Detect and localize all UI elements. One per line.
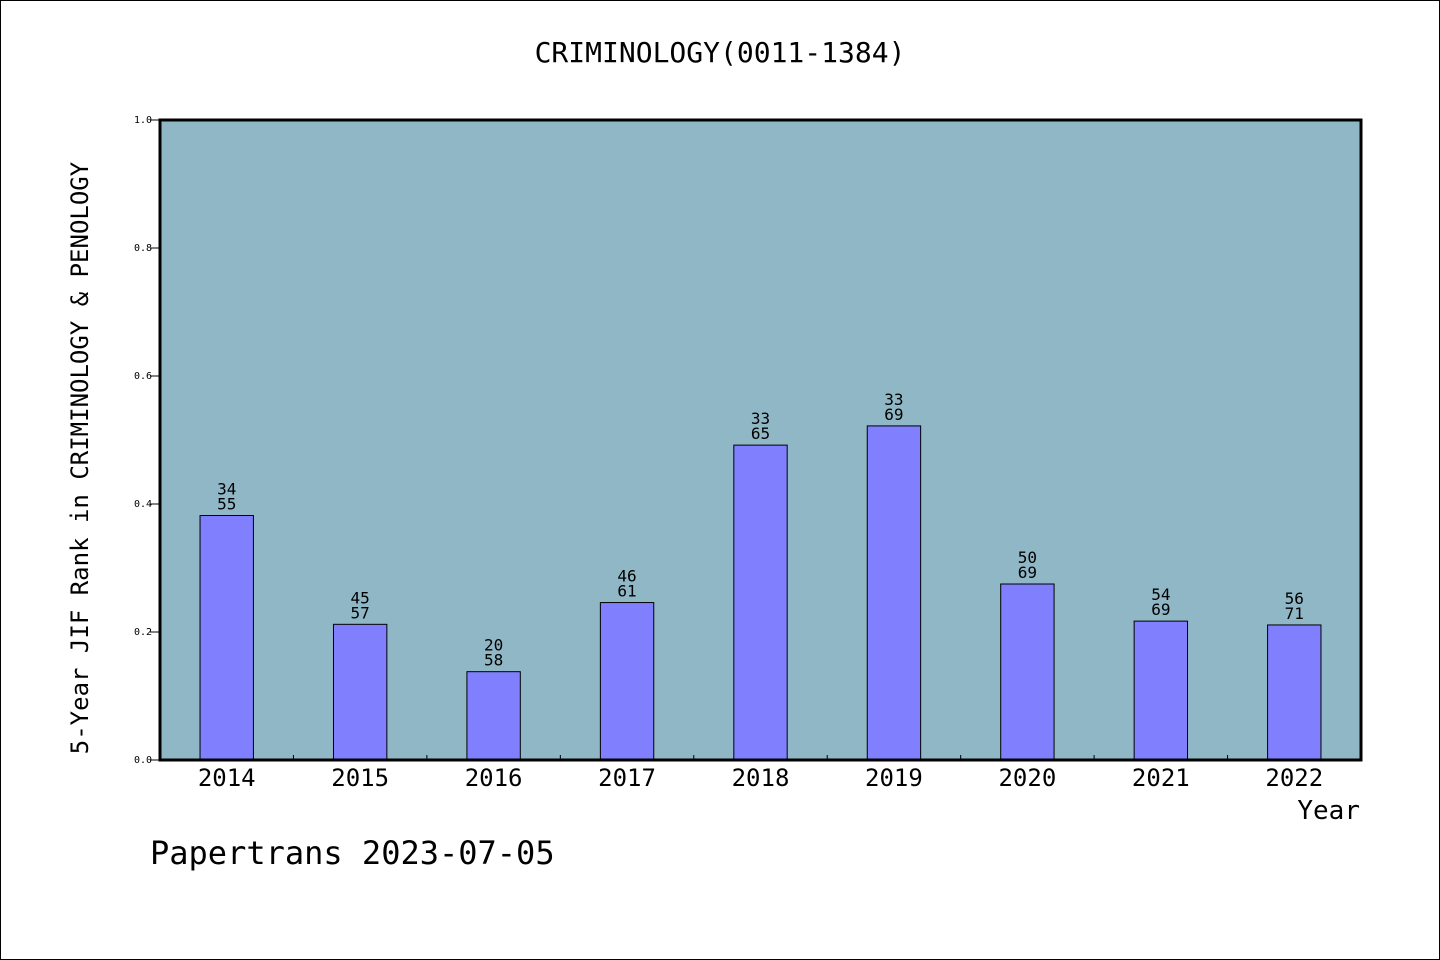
y-tick-label: 0.4: [134, 499, 152, 510]
bar-label-total: 69: [1018, 563, 1037, 582]
y-tick-label: 0.6: [134, 371, 152, 382]
y-tick-label: 1.0: [134, 115, 152, 126]
bar-label-total: 57: [351, 603, 370, 622]
x-tick-label: 2017: [598, 764, 656, 792]
x-tick-label: 2015: [331, 764, 389, 792]
x-axis-label: Year: [1297, 796, 1360, 826]
plot-border: [158, 118, 1363, 762]
chart-title: CRIMINOLOGY(0011-1384): [534, 36, 906, 69]
bar-label-total: 65: [751, 424, 770, 443]
bar-label-rank: 33: [751, 409, 770, 428]
bar: [1133, 620, 1189, 761]
bar: [199, 515, 254, 761]
bar-label-rank: 46: [617, 567, 636, 586]
bar-label-rank: 54: [1151, 585, 1170, 604]
x-tick-label: 2022: [1265, 764, 1323, 792]
bar-label-total: 61: [617, 582, 636, 601]
bar-label-rank: 20: [484, 636, 503, 655]
bar: [332, 623, 388, 761]
bar-label-rank: 50: [1018, 548, 1037, 567]
x-tick-label: 2018: [732, 764, 790, 792]
x-tick-label: 2019: [865, 764, 923, 792]
x-tick-label: 2016: [465, 764, 523, 792]
y-tick-label: 0.8: [134, 243, 152, 254]
y-tick-label: 0.0: [134, 755, 152, 766]
footer-credit: Papertrans 2023-07-05: [150, 834, 555, 872]
x-tick-label: 2020: [998, 764, 1056, 792]
bar-label-rank: 33: [884, 390, 903, 409]
x-tick-label: 2014: [198, 764, 256, 792]
y-tick-label: 0.2: [134, 627, 152, 638]
bar-label-total: 58: [484, 651, 503, 670]
bar: [599, 602, 655, 761]
x-tick-label: 2021: [1132, 764, 1190, 792]
bar-label-rank: 34: [217, 480, 236, 499]
bar-label-rank: 45: [351, 588, 370, 607]
bar: [1000, 583, 1055, 761]
bar: [733, 444, 788, 761]
bar-label-total: 69: [884, 405, 903, 424]
bar-label-rank: 56: [1285, 589, 1304, 608]
bar-label-total: 71: [1285, 604, 1304, 623]
bar-label-total: 69: [1151, 600, 1170, 619]
bar-label-total: 55: [217, 495, 236, 514]
bar: [466, 671, 521, 761]
y-axis-label: 5-Year JIF Rank in CRIMINOLOGY & PENOLOG…: [66, 161, 94, 755]
bar: [1267, 624, 1322, 761]
bar: [866, 425, 922, 761]
